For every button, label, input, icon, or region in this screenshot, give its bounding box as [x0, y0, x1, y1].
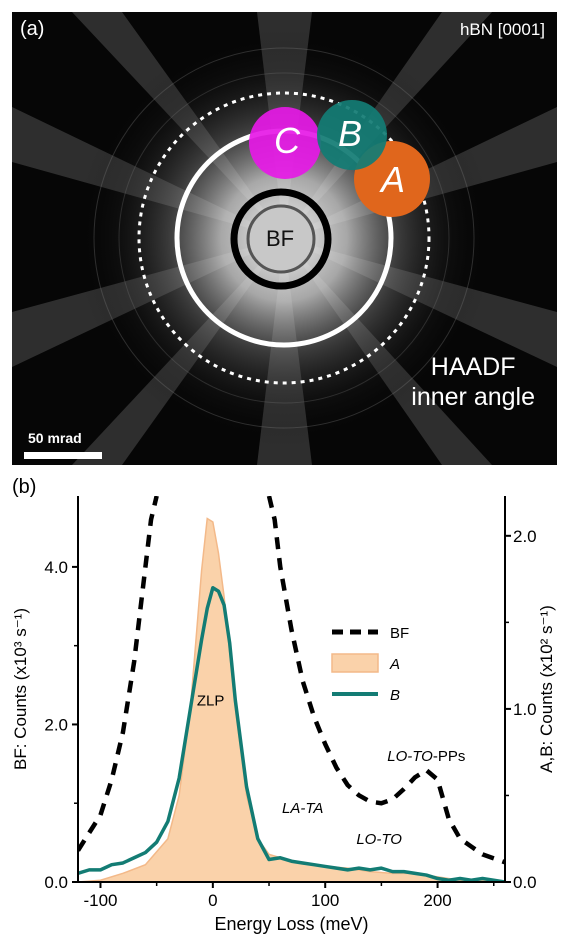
series-BF-line-1	[266, 496, 505, 865]
x-tick-label-0: 0	[208, 891, 217, 910]
haadf-outer-dashed-ring	[137, 91, 431, 385]
series-A-area	[78, 517, 505, 882]
bf-aperture-ring	[230, 188, 332, 290]
detector-b	[317, 100, 387, 170]
panel-a-label: (a)	[20, 18, 45, 40]
eels-spectrum-chart: -100 0 100 200 0.0 2.0 4.0 0.0 1.0 2.0 Energy Loss…	[11, 496, 556, 934]
x-tick-label-200: 200	[423, 891, 451, 910]
haadf-line-2: inner angle	[411, 383, 535, 411]
series-BF-line-0	[78, 496, 159, 852]
y-right-tick-label-2.0: 2.0	[513, 527, 537, 546]
y-right-tick-label-0.0: 0.0	[513, 873, 537, 892]
y-right-tick-label-1.0: 1.0	[513, 700, 537, 719]
y-left-tick-label-4.0: 4.0	[44, 558, 68, 577]
diffraction-image	[12, 12, 557, 465]
x-tick-label--100: -100	[83, 891, 117, 910]
y-left-axis-label: BF: Counts (x10³ s⁻¹)	[11, 608, 30, 770]
detector-c	[249, 107, 321, 179]
haadf-line-1: HAADF	[430, 353, 516, 381]
detector-c-label: C	[274, 120, 300, 161]
x-tick-label-100: 100	[311, 891, 339, 910]
annotation-1: LA-TA	[282, 800, 323, 817]
legend-label-A: A	[389, 656, 400, 673]
detector-b-label: B	[338, 113, 363, 154]
panel-b-label: (b)	[12, 476, 37, 498]
scale-bar-label: 50 mrad	[28, 430, 82, 446]
diffraction-pattern-panel: (a) hBN [0001] C B A BF HAADF inner angl…	[12, 12, 557, 465]
legend-swatch-A	[331, 653, 379, 673]
haadf-label: HAADF inner angle	[411, 352, 535, 412]
detector-a-label: A	[381, 159, 406, 200]
x-axis-label: Energy Loss (meV)	[214, 914, 368, 934]
series-B-line	[78, 585, 505, 882]
scale-bar	[24, 452, 102, 459]
annotation-3: LO-TO-PPs	[387, 748, 465, 765]
bf-detector	[246, 204, 316, 274]
y-left-tick-label-0.0: 0.0	[44, 873, 68, 892]
bf-label: BF	[266, 226, 295, 251]
legend-label-B: B	[390, 687, 400, 704]
crystal-orientation-label: hBN [0001]	[459, 20, 545, 39]
y-left-tick-label-2.0: 2.0	[44, 715, 68, 734]
annotation-0: ZLP	[197, 692, 225, 709]
legend-label-BF: BF	[390, 625, 409, 642]
y-right-axis-label: A,B: Counts (x10² s⁻¹)	[537, 605, 556, 773]
annotation-2: LO-TO	[356, 831, 402, 848]
